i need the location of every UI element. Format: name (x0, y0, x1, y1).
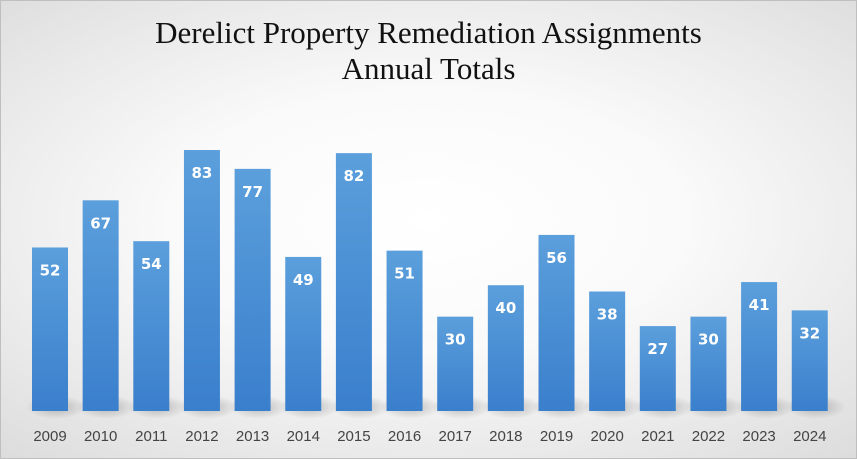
x-tick-2022: 2022 (692, 428, 725, 445)
bar-2015 (335, 153, 372, 411)
data-label-2020: 38 (597, 306, 618, 324)
data-label-2019: 56 (546, 249, 567, 267)
data-label-2011: 54 (141, 255, 162, 273)
data-label-2009: 52 (40, 261, 61, 279)
data-label-2022: 30 (698, 331, 719, 349)
data-label-2024: 32 (799, 324, 820, 342)
x-tick-2011: 2011 (135, 428, 167, 445)
x-tick-2014: 2014 (287, 428, 320, 445)
x-tick-2019: 2019 (540, 428, 573, 445)
x-tick-2016: 2016 (388, 428, 421, 445)
data-labels-group: 52 67 54 83 77 49 82 51 30 40 56 38 27 30 41 32 (40, 164, 821, 358)
bar-2024 (791, 310, 828, 411)
x-tick-2021: 2021 (641, 428, 674, 445)
bar-2023 (741, 282, 778, 411)
data-label-2013: 77 (242, 183, 263, 201)
x-tick-2024: 2024 (793, 428, 826, 445)
x-tick-2009: 2009 (33, 428, 66, 445)
bar-2012 (183, 150, 220, 411)
chart-title-block: Derelict Property Remediation Assignment… (1, 15, 856, 87)
bar-2010 (82, 200, 119, 411)
bar-2017 (437, 316, 474, 411)
bar-2014 (285, 256, 322, 411)
chart-subtitle: Annual Totals (341, 51, 516, 86)
bar-2009 (32, 247, 68, 411)
bar-2011 (133, 241, 170, 411)
data-label-2012: 83 (192, 164, 213, 182)
x-tick-2018: 2018 (489, 428, 522, 445)
x-tick-2017: 2017 (439, 428, 472, 445)
data-label-2010: 67 (90, 214, 111, 232)
data-label-2017: 30 (445, 331, 466, 349)
bar-2018 (487, 285, 524, 411)
data-label-2014: 49 (293, 271, 314, 289)
bar-2020 (589, 291, 626, 411)
x-tick-2020: 2020 (590, 428, 623, 445)
chart-title: Derelict Property Remediation Assignment… (155, 15, 702, 50)
bar-2016 (386, 250, 423, 411)
bar-2021 (639, 326, 676, 411)
x-tick-2015: 2015 (337, 428, 370, 445)
bars-group (32, 150, 828, 411)
data-label-2018: 40 (495, 299, 516, 317)
data-label-2023: 41 (749, 296, 770, 314)
x-axis-tick-labels: 2009 2010 2011 2012 2013 2014 2015 2016 2017 2018… (33, 428, 826, 445)
data-label-2021: 27 (647, 340, 668, 358)
bar-2019 (538, 234, 575, 411)
bar-2013 (234, 168, 271, 411)
data-label-2016: 51 (394, 265, 415, 283)
bar-2022 (690, 316, 727, 411)
x-tick-2010: 2010 (84, 428, 117, 445)
x-tick-2023: 2023 (742, 428, 775, 445)
data-label-2015: 82 (343, 167, 364, 185)
x-tick-2012: 2012 (185, 428, 218, 445)
x-tick-2013: 2013 (236, 428, 269, 445)
